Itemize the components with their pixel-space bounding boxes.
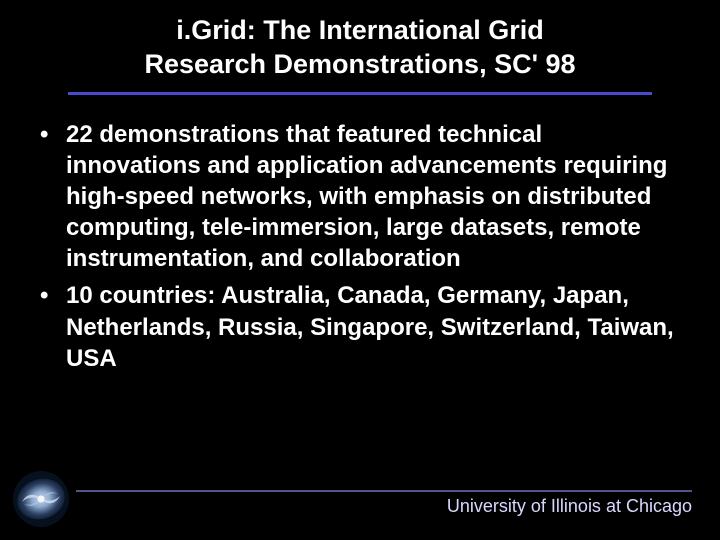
bullet-list: • 22 demonstrations that featured techni…	[38, 119, 682, 375]
slide-title-line1: i.Grid: The International Grid	[176, 15, 544, 45]
slide-body: • 22 demonstrations that featured techni…	[0, 95, 720, 375]
spiral-galaxy-icon	[12, 470, 70, 528]
slide-title-block: i.Grid: The International Grid Research …	[0, 0, 720, 90]
list-item: • 22 demonstrations that featured techni…	[38, 119, 682, 275]
bullet-marker: •	[38, 119, 66, 150]
slide-title: i.Grid: The International Grid Research …	[40, 14, 680, 82]
list-item: • 10 countries: Australia, Canada, Germa…	[38, 280, 682, 374]
bullet-text: 10 countries: Australia, Canada, Germany…	[66, 280, 682, 374]
footer-text: University of Illinois at Chicago	[447, 496, 692, 517]
slide-footer: University of Illinois at Chicago	[0, 472, 720, 528]
bullet-text: 22 demonstrations that featured technica…	[66, 119, 682, 275]
bullet-marker: •	[38, 280, 66, 311]
footer-divider	[76, 490, 692, 492]
slide-title-line2: Research Demonstrations, SC' 98	[144, 49, 575, 79]
